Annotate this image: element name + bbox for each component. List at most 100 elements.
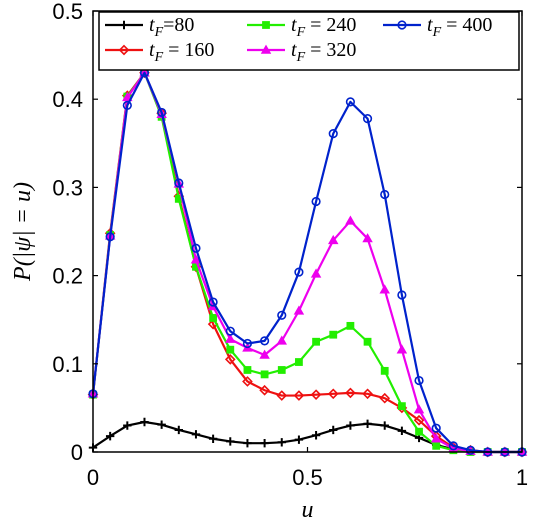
data-point-s3-11 — [277, 366, 286, 374]
data-point-s5-2 — [122, 100, 132, 110]
data-point-s4-6 — [190, 254, 202, 264]
data-point-s1-8 — [226, 437, 235, 446]
data-point-s3-7 — [209, 314, 218, 322]
x-tick-label: 0.5 — [292, 465, 323, 490]
data-point-s5-9 — [242, 338, 253, 349]
data-point-s5-16 — [362, 114, 373, 124]
data-point-s4-8 — [225, 333, 236, 343]
data-point-s5-8 — [225, 326, 235, 336]
legend-label: tF = 240 — [291, 14, 356, 40]
legend: tF=80 tF = 240 tF = 400 tF = 160 tF = 320 — [98, 11, 520, 71]
data-point-s1-5 — [174, 425, 183, 435]
data-point-s5-1 — [105, 232, 115, 242]
data-point-s3-18 — [397, 402, 406, 411]
data-point-s5-14 — [328, 128, 338, 139]
legend-swatch-marker — [260, 44, 272, 54]
legend-swatch-marker — [262, 21, 270, 29]
data-point-s3-17 — [380, 366, 389, 375]
data-point-s2-15 — [345, 387, 356, 399]
data-point-s3-20 — [432, 441, 441, 450]
series-4 — [87, 67, 528, 456]
data-point-s4-13 — [310, 268, 322, 278]
data-point-s4-14 — [328, 234, 339, 245]
data-point-s3-12 — [295, 358, 303, 366]
data-point-s2-9 — [242, 376, 253, 387]
data-point-s4-20 — [430, 433, 442, 443]
legend-entry-2: tF = 240 — [247, 14, 356, 40]
data-point-s4-12 — [293, 305, 305, 315]
legend-box — [98, 11, 520, 71]
legend-label: tF = 400 — [427, 14, 492, 40]
data-point-s1-3 — [140, 417, 149, 427]
plot-frame — [92, 10, 523, 453]
data-point-s2-14 — [327, 388, 339, 400]
data-point-s1-9 — [243, 438, 252, 448]
data-point-s1-13 — [311, 431, 321, 440]
y-tick-label: 0.3 — [52, 175, 83, 200]
data-point-s3-13 — [312, 337, 320, 346]
data-point-s5-11 — [277, 310, 287, 320]
data-point-s4-16 — [362, 233, 373, 243]
legend-swatch-marker — [397, 20, 407, 30]
data-point-s2-8 — [224, 354, 236, 365]
series-line-2 — [91, 71, 522, 454]
series-5 — [88, 68, 527, 457]
legend-label: tF=80 — [149, 14, 194, 40]
data-point-s3-9 — [243, 366, 252, 374]
data-point-s3-14 — [329, 330, 338, 339]
data-point-s5-22 — [465, 445, 476, 455]
data-point-s4-18 — [396, 344, 408, 354]
data-point-s4-15 — [345, 215, 356, 225]
y-tick-label: 0 — [71, 440, 83, 465]
data-point-s3-19 — [415, 427, 423, 436]
legend-label: tF = 160 — [149, 39, 214, 65]
data-point-s5-10 — [260, 336, 270, 346]
data-point-s1-15 — [346, 421, 355, 430]
data-point-s1-6 — [191, 430, 201, 439]
data-point-s1-2 — [123, 421, 132, 430]
data-point-s1-14 — [329, 425, 338, 435]
data-point-s1-17 — [380, 421, 389, 430]
data-point-s4-19 — [413, 404, 425, 414]
legend-swatch-marker — [118, 44, 130, 56]
data-point-s5-13 — [311, 196, 321, 207]
legend-entry-3: tF = 400 — [383, 14, 492, 40]
y-tick-label: 0.4 — [52, 87, 83, 112]
axes: 0 0.5 1 0 0.1 0.2 0.3 0.4 0.5 u P(|ψ| = u) — [10, 0, 528, 523]
data-point-s2-10 — [259, 384, 270, 396]
data-point-s2-11 — [276, 390, 288, 401]
data-point-s2-12 — [293, 390, 305, 401]
data-point-s3-16 — [363, 337, 372, 346]
data-point-s4-2 — [122, 92, 133, 102]
data-point-s5-15 — [345, 97, 356, 107]
data-point-s3-8 — [226, 345, 235, 354]
data-point-s2-13 — [310, 389, 322, 401]
data-point-s5-19 — [414, 375, 424, 386]
data-point-s5-21 — [448, 441, 458, 451]
x-tick-label: 0 — [87, 465, 99, 490]
data-point-s4-10 — [259, 349, 270, 359]
data-point-s4-11 — [276, 335, 287, 345]
data-point-s2-19 — [413, 414, 425, 426]
data-point-s1-12 — [294, 435, 304, 444]
x-tick-label: 1 — [516, 465, 528, 490]
y-axis-label: P(|ψ| = u) — [10, 182, 36, 282]
series-3 — [89, 68, 526, 456]
legend-entry-4: tF = 160 — [105, 39, 214, 65]
data-point-s5-20 — [431, 423, 441, 433]
data-point-s4-17 — [379, 284, 390, 294]
data-point-s1-18 — [397, 426, 407, 436]
data-point-s5-17 — [380, 189, 390, 200]
legend-entry-5: tF = 320 — [247, 39, 356, 65]
data-point-s3-10 — [260, 370, 269, 379]
x-axis-label: u — [302, 497, 314, 523]
series-2 — [87, 67, 528, 458]
data-point-s2-16 — [362, 388, 373, 400]
data-point-s2-17 — [379, 392, 391, 404]
y-tick-label: 0.2 — [52, 264, 83, 289]
legend-entry-1: tF=80 — [105, 14, 194, 40]
data-point-s5-4 — [157, 107, 167, 118]
data-point-s1-10 — [260, 438, 269, 448]
y-tick-label: 0.1 — [52, 352, 83, 377]
